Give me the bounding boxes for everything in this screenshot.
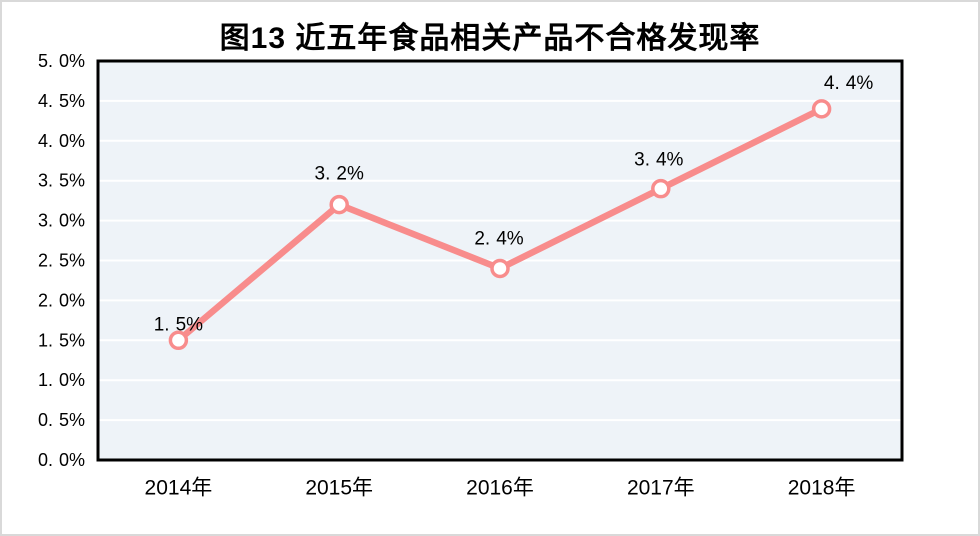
data-point-marker — [651, 178, 671, 199]
x-tick-label: 2014年 — [145, 477, 213, 500]
y-tick-label: 4. 5% — [38, 91, 85, 111]
data-point-label: 4. 4% — [824, 72, 873, 93]
plot-border — [96, 59, 904, 462]
chart-title: 图13 近五年食品相关产品不合格发现率 — [219, 22, 761, 55]
data-point-marker — [811, 99, 832, 119]
y-tick-label: 2. 5% — [38, 251, 85, 271]
y-tick-label: 3. 5% — [38, 171, 85, 191]
y-tick-label: 0. 5% — [38, 410, 85, 430]
y-tick-label: 0. 0% — [38, 450, 85, 470]
x-tick-label: 2015年 — [305, 477, 373, 500]
data-point-marker — [168, 330, 189, 351]
y-tick-label: 1. 0% — [38, 370, 85, 390]
y-tick-label: 2. 0% — [38, 290, 85, 310]
x-tick-label: 2017年 — [627, 477, 695, 500]
data-point-label: 1. 5% — [154, 314, 203, 335]
y-tick-label: 5. 0% — [38, 51, 85, 71]
x-tick-label: 2018年 — [788, 477, 856, 500]
y-tick-label: 4. 0% — [38, 131, 85, 151]
data-point-label: 3. 4% — [634, 149, 683, 170]
x-tick-label: 2016年 — [466, 477, 534, 500]
data-point-label: 3. 2% — [315, 163, 364, 184]
data-point-marker — [490, 258, 510, 279]
y-tick-label: 3. 0% — [38, 211, 85, 231]
data-point-label: 2. 4% — [474, 228, 523, 249]
y-tick-label: 1. 5% — [38, 330, 85, 350]
data-point-marker — [329, 194, 349, 215]
